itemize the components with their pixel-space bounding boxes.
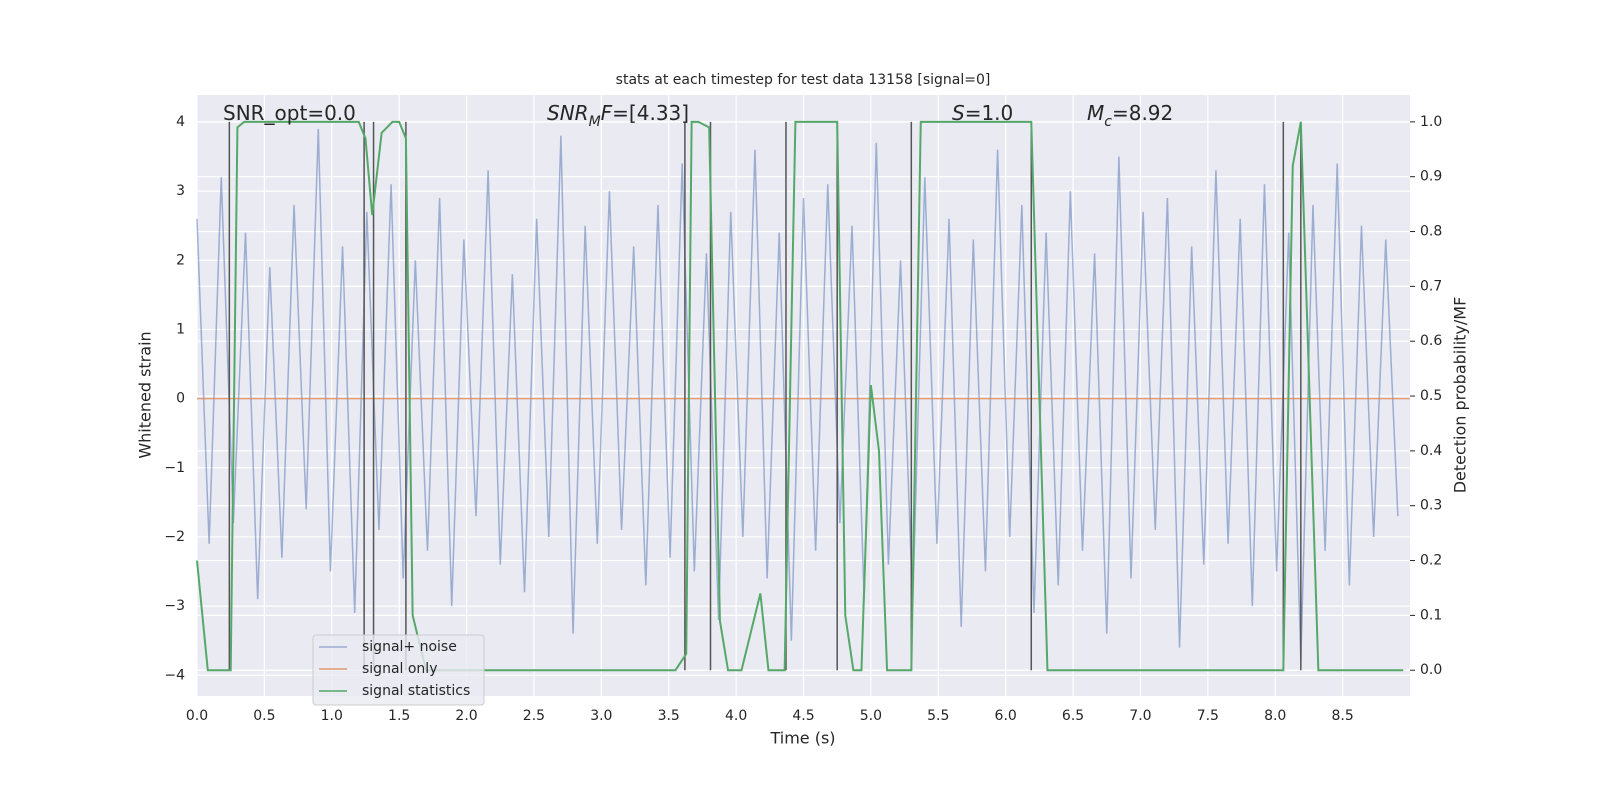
x-tick-label: 5.5 (927, 708, 949, 724)
x-tick-label: 2.5 (523, 708, 545, 724)
annotation-part: M (1087, 101, 1104, 125)
y2-tick-label: 0.4 (1420, 443, 1442, 459)
x-tick-label: 0.5 (253, 708, 275, 724)
chart-title: stats at each timestep for test data 131… (616, 72, 991, 88)
y-tick-label: 4 (176, 114, 185, 130)
annotation-part: M (589, 114, 601, 130)
y-tick-label: 2 (176, 252, 185, 268)
y-tick-label: 3 (176, 183, 185, 199)
x-tick-label: 6.0 (995, 708, 1017, 724)
legend-label: signal+ noise (362, 639, 457, 655)
y-tick-label: −4 (164, 667, 185, 683)
y2-tick-label: 0.0 (1420, 662, 1442, 678)
legend-box (312, 634, 485, 706)
annotation-part: S (952, 101, 965, 125)
y2-tick-label: 0.2 (1420, 553, 1442, 569)
y2-tick-label: 0.5 (1420, 388, 1442, 404)
x-tick-label: 8.0 (1264, 708, 1286, 724)
y-tick-label: −1 (164, 460, 185, 476)
y2-axis-label: Detection probability/MF (1451, 297, 1470, 494)
x-tick-label: 2.0 (455, 708, 477, 724)
y2-tick-label: 0.8 (1420, 224, 1442, 240)
y2-tick-label: 0.6 (1420, 333, 1442, 349)
y2-tick-label: 1.0 (1420, 114, 1442, 130)
y-axis-label: Whitened strain (136, 331, 155, 458)
y2-tick-label: 0.1 (1420, 607, 1442, 623)
annotation-part: =1.0 (965, 101, 1014, 125)
series-line (196, 128, 1399, 662)
y-tick-label: 0 (176, 391, 185, 407)
series-line (196, 120, 1404, 672)
x-tick-label: 4.5 (792, 708, 814, 724)
x-tick-label: 0.0 (186, 708, 208, 724)
annotation-part: F (601, 101, 613, 125)
x-tick-label: 7.0 (1129, 708, 1151, 724)
annotation-part: SNR_opt=0.0 (223, 101, 356, 125)
x-axis-label: Time (s) (769, 729, 835, 748)
x-tick-label: 4.0 (725, 708, 747, 724)
y-tick-label: −3 (164, 598, 185, 614)
annotation: Mc=8.92 (1087, 101, 1173, 131)
annotation-part: =8.92 (1112, 101, 1173, 125)
annotation-part: =[4.33] (612, 101, 689, 125)
annotation: S=1.0 (952, 101, 1013, 125)
y2-tick-label: 0.3 (1420, 498, 1442, 514)
annotation: SNR_opt=0.0 (223, 101, 356, 125)
legend: signal+ noise signal only signal statistic… (312, 634, 485, 706)
legend-label: signal statistics (362, 683, 470, 699)
y-tick-label: 1 (176, 321, 185, 337)
x-tick-label: 3.0 (590, 708, 612, 724)
y-tick-label: −2 (164, 529, 185, 545)
x-tick-label: 8.5 (1331, 708, 1353, 724)
y2-tick-label: 0.9 (1420, 169, 1442, 185)
x-tick-label: 3.5 (658, 708, 680, 724)
annotation: SNRMF=[4.33] (547, 101, 689, 131)
x-tick-label: 1.0 (321, 708, 343, 724)
annotation-part: c (1104, 114, 1112, 130)
y2-tick-label: 0.7 (1420, 278, 1442, 294)
annotation-part: SNR (547, 101, 589, 125)
x-tick-label: 5.0 (860, 708, 882, 724)
x-tick-label: 7.5 (1197, 708, 1219, 724)
x-tick-label: 1.5 (388, 708, 410, 724)
legend-label: signal only (362, 661, 437, 677)
x-tick-label: 6.5 (1062, 708, 1084, 724)
